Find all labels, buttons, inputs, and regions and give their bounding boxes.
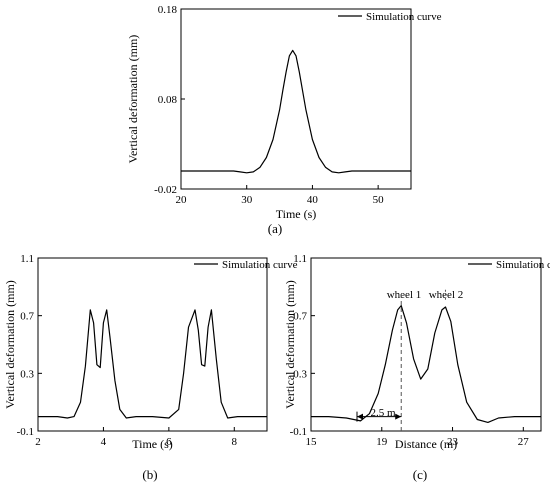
- y-tick-label: -0.02: [154, 184, 177, 196]
- x-tick-label: 23: [447, 436, 459, 448]
- plot-frame: [180, 8, 412, 190]
- y-axis-label: Vertical deformation (mm): [126, 35, 140, 164]
- annotation-distance-2-5m: 2.5 m: [370, 407, 396, 419]
- x-tick-label: 27: [518, 436, 530, 448]
- y-axis-label: Vertical deformation (mm): [3, 280, 17, 409]
- chart-c: (c) wheel 1 wheel 2 2.5 m -0.1 0.3 0.7 1.1 1…: [283, 253, 550, 482]
- series-line: [38, 309, 267, 419]
- y-tick-label: 0.08: [158, 94, 178, 106]
- y-tick-label: -0.1: [290, 426, 307, 438]
- annotation-wheel-2: wheel 2: [429, 289, 464, 301]
- x-tick-label: 20: [176, 194, 188, 206]
- arrowhead-left: [357, 413, 363, 420]
- y-tick-label: 0.7: [293, 311, 307, 323]
- y-tick-label: -0.1: [17, 426, 34, 438]
- x-tick-label: 4: [101, 436, 107, 448]
- y-tick-label: 0.7: [20, 311, 34, 323]
- x-tick-label: 40: [307, 194, 319, 206]
- y-tick-label: 1.1: [20, 253, 34, 265]
- arrowhead-right: [395, 413, 402, 420]
- x-tick-label: 6: [166, 436, 172, 448]
- legend-label: Simulation curve: [222, 259, 298, 271]
- x-tick-label: 50: [373, 194, 385, 206]
- x-tick-label: 2: [35, 436, 41, 448]
- x-axis-label: Time (s): [276, 207, 317, 221]
- x-tick-label: 15: [306, 436, 318, 448]
- y-tick-label: 0.3: [20, 368, 34, 380]
- x-tick-label: 30: [241, 194, 253, 206]
- plot-frame: [310, 257, 542, 432]
- annotation-wheel-1: wheel 1: [387, 289, 422, 301]
- panel-label-a: (a): [268, 221, 282, 236]
- y-tick-label: 0.18: [158, 4, 178, 16]
- panel-label-b: (b): [142, 467, 157, 482]
- x-axis-label: Distance (m): [395, 437, 457, 451]
- plot-frame: [37, 257, 268, 432]
- y-tick-label: 0.3: [293, 368, 307, 380]
- panel-label-c: (c): [413, 467, 427, 482]
- y-axis-label: Vertical deformation (mm): [283, 280, 297, 409]
- y-tick-label: 1.1: [293, 253, 307, 265]
- legend-label: Simulation curve: [366, 11, 442, 23]
- series-line: [311, 305, 541, 423]
- x-tick-label: 8: [232, 436, 238, 448]
- chart-b: (b) -0.1 0.3 0.7 1.1 2 4 6 8 Time (s) Vertical de…: [3, 253, 298, 482]
- x-tick-label: 19: [376, 436, 388, 448]
- legend-label: Simulation curve: [496, 259, 550, 271]
- series-line: [181, 49, 411, 174]
- chart-a: (a) -0.02 0.08 0.18 20 30 40 50 Time (s) Vertica…: [126, 4, 442, 236]
- x-axis-label: Time (s): [132, 437, 173, 451]
